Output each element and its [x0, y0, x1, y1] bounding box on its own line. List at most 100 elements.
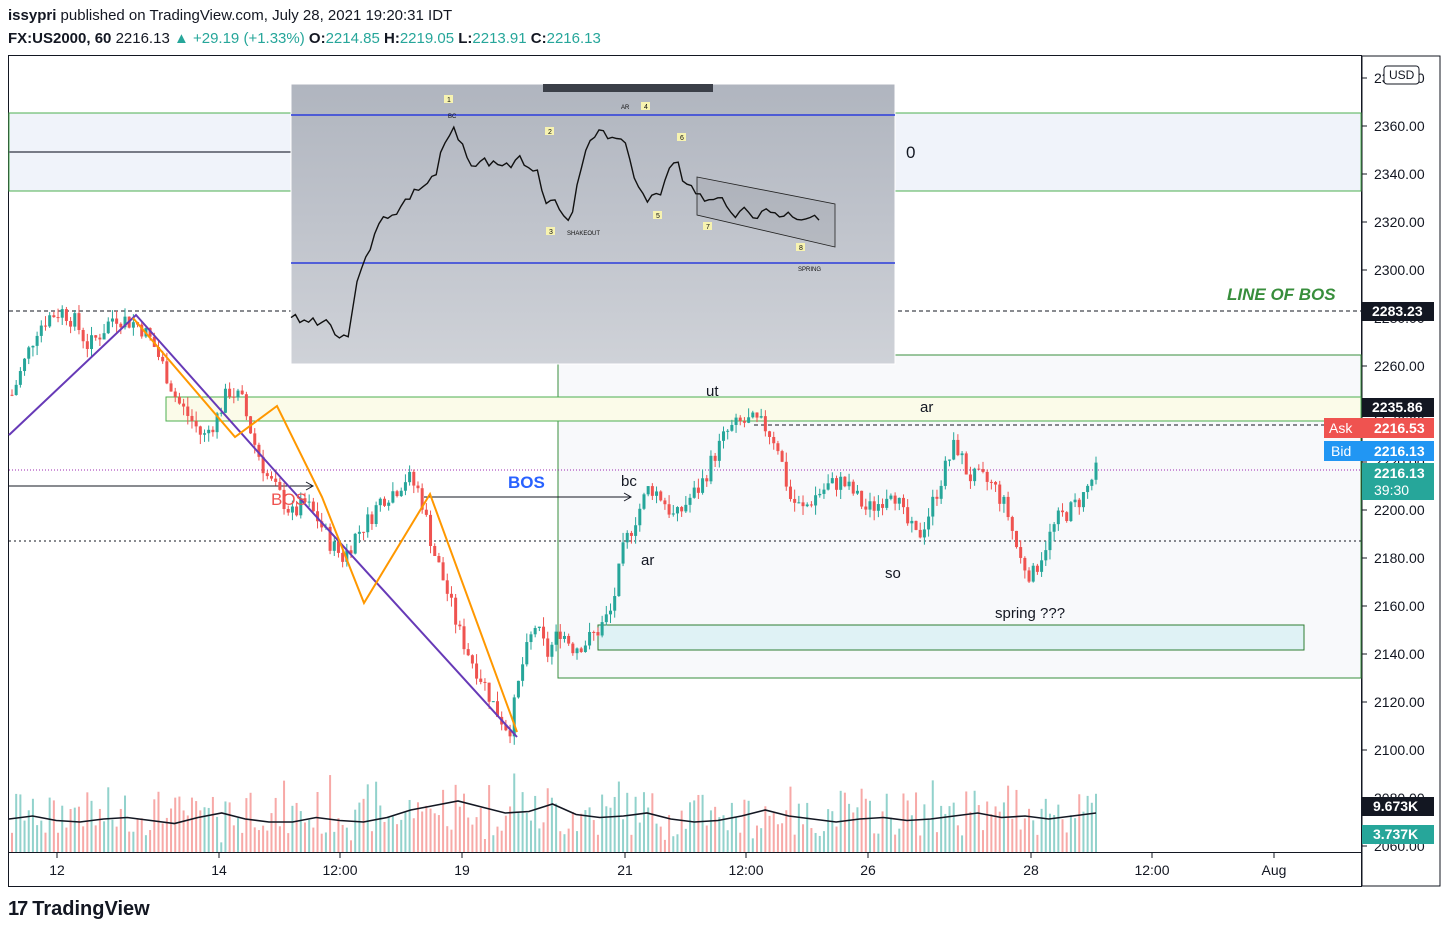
- volume-bar: [316, 792, 319, 852]
- volume-bar: [634, 796, 637, 852]
- candle-body: [562, 635, 566, 639]
- tradingview-footer[interactable]: 17 TradingView: [8, 898, 150, 921]
- volume-bar: [910, 815, 913, 852]
- volume-bar: [814, 832, 817, 852]
- volume-bar: [228, 802, 231, 852]
- candle-body: [165, 361, 169, 384]
- volume-bar: [1078, 794, 1081, 852]
- candle-body: [922, 529, 926, 538]
- volume-bar: [873, 833, 876, 852]
- candle-body: [512, 697, 516, 737]
- volume-bar: [768, 815, 771, 852]
- volume-bar: [454, 784, 457, 852]
- volume-bar: [375, 781, 378, 852]
- volume-bar: [446, 826, 449, 852]
- open-value: 2214.85: [325, 30, 380, 47]
- bos-arrowhead-1: [305, 481, 315, 491]
- candle-body: [408, 471, 412, 483]
- candle-body: [1010, 517, 1014, 531]
- volume-bar: [253, 827, 256, 852]
- candle-body: [776, 443, 780, 452]
- volume-bar: [969, 811, 972, 852]
- svg-text:4: 4: [644, 104, 648, 111]
- high-value: 2219.05: [399, 30, 455, 47]
- volume-bar: [555, 803, 558, 852]
- volume-bar: [287, 833, 290, 852]
- volume-bar: [425, 805, 428, 852]
- volume-bar: [257, 830, 260, 852]
- candle-body: [274, 478, 278, 482]
- volume-bar: [362, 798, 365, 852]
- volume-bar: [463, 793, 466, 852]
- tag-bid-label: Bid: [1331, 443, 1351, 459]
- candle-body: [491, 701, 495, 703]
- candle-body: [826, 483, 830, 490]
- candle-body: [156, 346, 160, 357]
- volume-bar: [178, 796, 181, 852]
- volume-bar: [689, 802, 692, 852]
- volume-bar: [442, 789, 445, 852]
- candle-body: [910, 520, 914, 524]
- candle-body: [1048, 531, 1052, 551]
- volume-bar: [856, 807, 859, 852]
- candle-body: [366, 514, 370, 533]
- inset-label-shakeout: SHAKEOUT: [567, 231, 600, 237]
- candle-body: [956, 439, 960, 456]
- volume-bar: [525, 812, 528, 852]
- candle-body: [35, 335, 39, 346]
- candle-body: [613, 596, 617, 611]
- candle-body: [466, 649, 470, 656]
- volume-bar: [580, 813, 583, 852]
- volume-bar: [550, 797, 553, 852]
- publisher-name[interactable]: issypri: [8, 7, 57, 24]
- volume-bar: [65, 827, 68, 852]
- candle-body: [479, 678, 483, 682]
- volume-bar: [1074, 818, 1077, 852]
- volume-bar: [15, 793, 18, 852]
- candle-body: [688, 497, 692, 505]
- candle-body: [131, 322, 135, 328]
- volume-bar: [73, 807, 76, 852]
- currency-button[interactable]: [1383, 65, 1420, 85]
- volume-bar: [1082, 811, 1085, 852]
- volume-bar: [124, 795, 127, 852]
- candle-body: [759, 416, 763, 418]
- candle-body: [931, 496, 935, 517]
- candle-body: [173, 391, 177, 397]
- published-text: published on TradingView.com, July 28, 2…: [60, 7, 453, 24]
- volume-bar: [11, 832, 13, 852]
- high-label: H:: [383, 30, 400, 47]
- so-label: so: [885, 565, 901, 582]
- volume-bar: [952, 802, 955, 852]
- x-tick-label: 21: [617, 862, 633, 878]
- candle-body: [378, 498, 382, 506]
- volume-bar: [170, 808, 173, 852]
- volume-bar: [663, 839, 666, 852]
- volume-bar: [408, 799, 411, 852]
- volume-bar: [195, 801, 198, 852]
- candle-body: [822, 489, 826, 494]
- candle-body: [106, 321, 110, 334]
- candle-body: [395, 491, 399, 497]
- low-value: 2213.91: [472, 30, 527, 47]
- candle-body: [123, 316, 127, 328]
- candle-body: [94, 335, 98, 338]
- candle-body: [483, 681, 487, 683]
- volume-bar: [44, 832, 47, 852]
- svg-text:2: 2: [548, 129, 552, 136]
- volume-bar: [709, 810, 712, 852]
- candle-body: [52, 315, 56, 318]
- volume-bar: [822, 831, 825, 852]
- volume-bar: [994, 806, 997, 852]
- volume-bar: [337, 818, 340, 852]
- volume-ma-line: [8, 800, 1097, 825]
- tag-vol-ma: 9.673K: [1373, 798, 1418, 814]
- candle-body: [918, 529, 922, 538]
- volume-bar: [412, 818, 415, 852]
- candle-body: [328, 526, 332, 551]
- candle-body: [847, 481, 851, 487]
- candle-body: [48, 315, 52, 327]
- candle-body: [646, 486, 650, 495]
- volume-bar: [576, 831, 579, 852]
